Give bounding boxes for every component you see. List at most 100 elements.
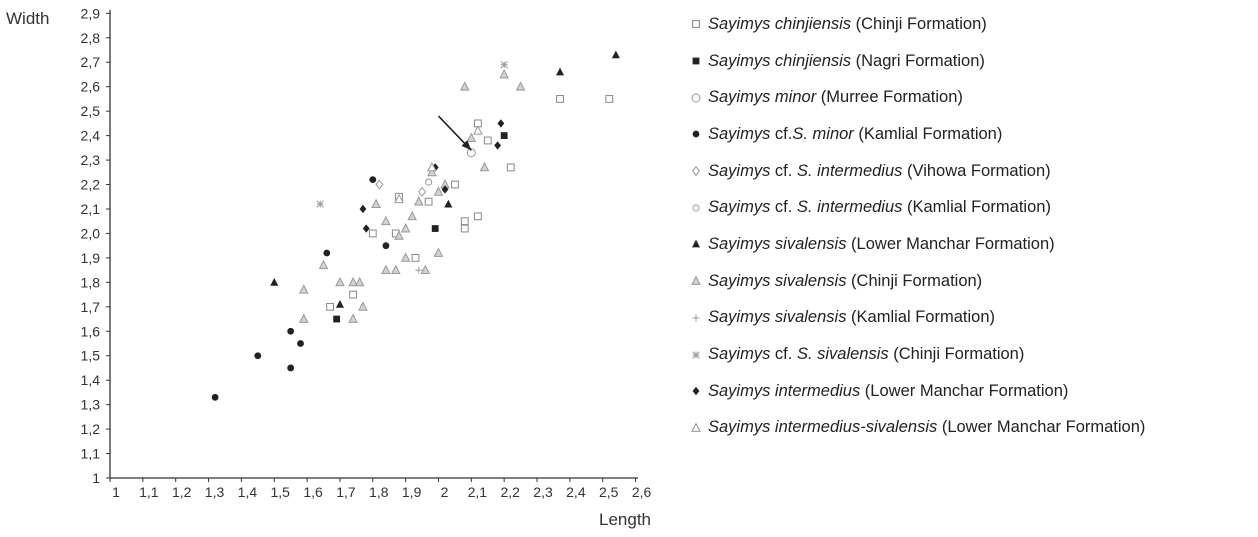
legend: Sayimys chinjiensis (Chinji Formation) Sa… (688, 6, 1256, 446)
data-point (369, 176, 377, 184)
data-point (473, 125, 483, 135)
data-point (270, 277, 279, 286)
legend-item: Sayimys intermedius (Lower Manchar Forma… (688, 373, 1256, 410)
legend-species: Sayimys intermedius-sivalensis (708, 418, 938, 437)
legend-formation: (Lower Manchar Formation) (846, 234, 1055, 253)
data-point (335, 276, 345, 287)
x-axis-title: Length (599, 510, 651, 529)
legend-marker-icon (692, 240, 700, 248)
data-point (499, 68, 510, 79)
series-12 (394, 125, 483, 204)
series-8 (298, 68, 526, 323)
data-point (611, 50, 620, 59)
legend-item: Sayimys chinjiensis (Chinji Formation) (688, 6, 1256, 43)
data-point (494, 141, 502, 150)
y-tick-label: 1,8 (81, 274, 101, 290)
y-tick-label: 1 (92, 470, 100, 486)
legend-formation: (Chinji Formation) (888, 345, 1025, 364)
legend-marker-icon (692, 350, 700, 359)
legend-species-compare: S. intermedius (796, 161, 903, 180)
y-tick-label: 2,4 (81, 128, 101, 144)
legend-species: Sayimys sivalensis (708, 271, 847, 290)
annotation-arrow (437, 115, 472, 151)
x-tick-label: 1,9 (402, 484, 422, 500)
legend-marker-icon (692, 131, 700, 138)
data-point (605, 95, 614, 103)
data-point (381, 264, 391, 275)
data-point (515, 81, 526, 91)
legend-formation: (Lower Manchar Formation) (937, 418, 1146, 437)
series-6 (425, 178, 433, 186)
data-point (424, 197, 433, 206)
legend-marker-icon (691, 166, 701, 177)
data-point (287, 364, 295, 372)
data-point (349, 290, 357, 299)
y-tick-label: 2,6 (81, 79, 101, 95)
data-point (323, 249, 331, 257)
data-point (298, 313, 309, 323)
data-point (433, 247, 444, 257)
data-point (333, 315, 341, 323)
legend-species-compare: S. intermedius (796, 198, 903, 217)
legend-species: Sayimys sivalensis (708, 234, 847, 253)
legend-formation: (Kamlial Formation) (902, 198, 1051, 217)
x-tick-label: 2,5 (599, 484, 619, 500)
data-point (556, 67, 565, 76)
data-point (415, 266, 423, 274)
legend-item: Sayimys chinjiensis (Nagri Formation) (688, 43, 1256, 80)
x-tick-label: 2,2 (500, 484, 520, 500)
legend-marker-shape (692, 20, 700, 29)
data-point (316, 200, 324, 208)
legend-marker-shape (692, 314, 700, 322)
x-tick-label: 2,6 (632, 484, 652, 500)
legend-qualifier: cf. (770, 345, 797, 364)
x-tick-label: 1,7 (336, 484, 356, 500)
x-tick-label: 1,2 (172, 484, 192, 500)
y-tick-label: 1,5 (81, 348, 101, 364)
legend-formation: (Kamlial Formation) (846, 308, 996, 327)
y-tick-label: 2,1 (81, 201, 101, 217)
data-point (466, 148, 476, 158)
y-tick-label: 2,5 (81, 103, 101, 119)
data-point (358, 301, 368, 311)
data-point (466, 132, 477, 142)
data-point (287, 327, 295, 335)
data-point (433, 186, 444, 196)
data-point (500, 132, 508, 140)
x-tick-label: 2,1 (468, 484, 488, 500)
data-point (375, 179, 384, 190)
legend-marker-shape (692, 131, 700, 138)
legend-species: Sayimys minor (708, 88, 817, 107)
legend-formation: (Chinji Formation) (851, 14, 987, 33)
data-point (390, 264, 401, 275)
y-tick-label: 2,3 (81, 152, 101, 168)
data-point (354, 276, 365, 287)
legend-formation: (Murree Formation) (816, 88, 963, 107)
scatter-chart: 1 1,1 1,2 1,3 1,4 1,5 1,6 1,7 1,8 1,9 2 2,1 2,2 2,3 2,… (6, 5, 652, 529)
legend-item: Sayimys cf. S. intermedius (Vihowa Forma… (688, 153, 1256, 190)
legend-species: Sayimys intermedius (708, 381, 861, 400)
legend-species: Sayimys chinjiensis (708, 14, 852, 33)
legend-item: Sayimys sivalensis (Chinji Formation) (688, 263, 1256, 300)
legend-species: Sayimys (708, 345, 771, 364)
legend-marker-icon (691, 93, 701, 103)
legend-qualifier: cf. (770, 198, 797, 217)
data-point (362, 224, 370, 233)
data-point (371, 198, 381, 208)
x-axis-ticks: 1 1,1 1,2 1,3 1,4 1,5 1,6 1,7 1,8 1,9 2 2,1 2,2 2,3 2,… (109, 478, 652, 500)
data-point (418, 186, 427, 197)
legend-marker-shape (691, 166, 701, 177)
data-point (483, 136, 492, 145)
data-point (359, 204, 367, 214)
data-point (297, 340, 304, 347)
data-point (444, 199, 453, 208)
legend-formation: (Chinji Formation) (846, 271, 983, 290)
x-tick-label: 1,5 (271, 484, 291, 500)
y-tick-label: 1,4 (81, 372, 101, 388)
series-3 (466, 148, 476, 158)
data-point (427, 161, 437, 172)
legend-marker-shape (692, 57, 700, 65)
legend-species: Sayimys (708, 124, 771, 143)
y-tick-label: 2,8 (81, 30, 101, 46)
data-point (400, 252, 411, 262)
